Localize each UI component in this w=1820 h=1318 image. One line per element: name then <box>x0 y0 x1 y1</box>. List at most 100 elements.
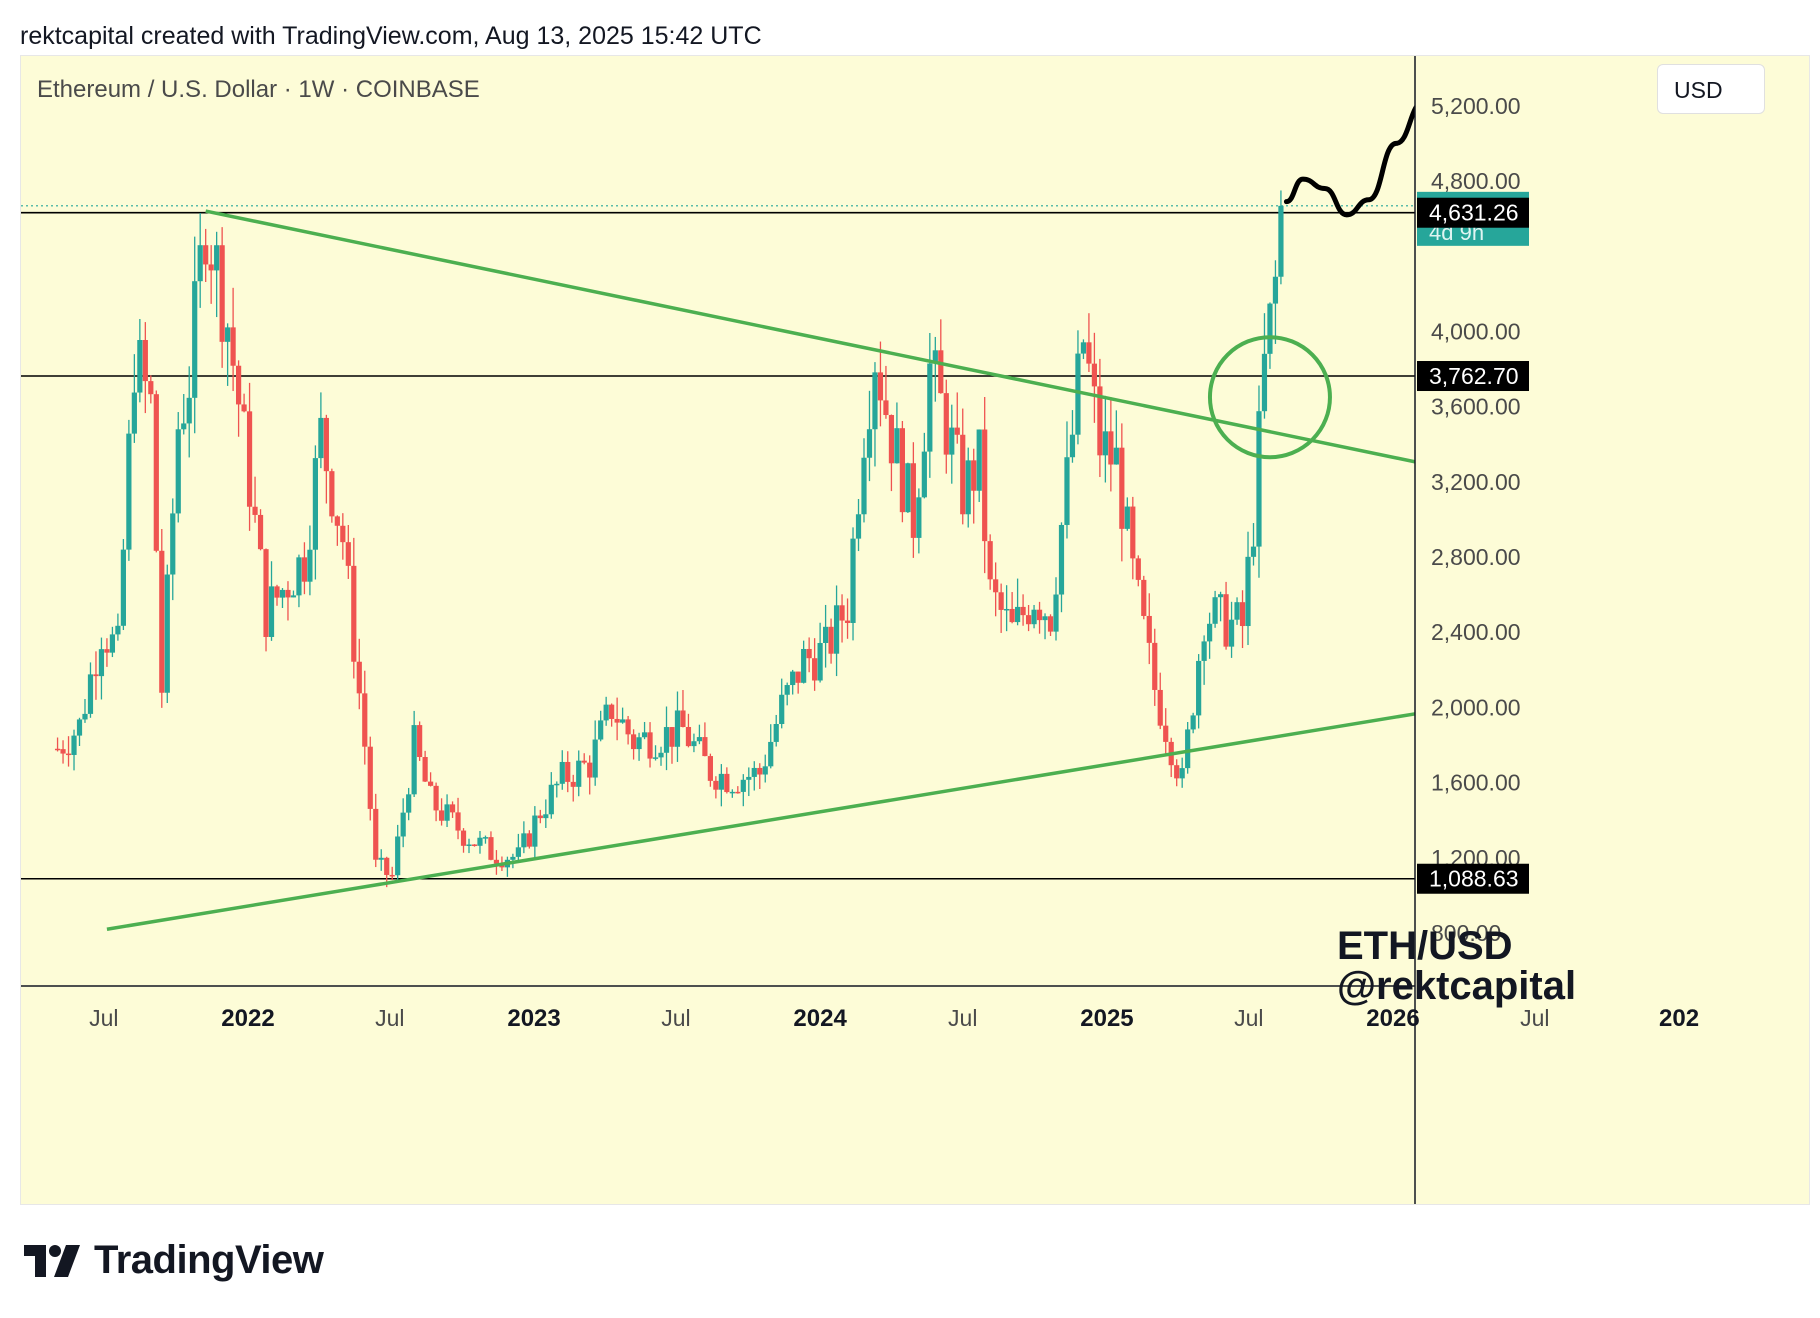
candle-body <box>1124 506 1130 529</box>
candle-up <box>181 394 187 435</box>
candle-body <box>340 525 346 543</box>
price-chart[interactable]: 5,200.00 4,800.00 4,000.00 3,600.00 3,200.00… <box>21 56 1809 1204</box>
candle-body <box>120 549 126 626</box>
candle-up <box>559 750 565 790</box>
candle-down <box>1163 708 1169 756</box>
candle-body <box>1069 434 1076 458</box>
candle-up <box>801 640 807 684</box>
candle-body <box>833 605 840 654</box>
candle-body <box>1141 579 1147 616</box>
candle-body <box>1146 615 1152 643</box>
candle-down <box>208 245 214 304</box>
candle-down <box>153 390 159 553</box>
candle-body <box>109 634 116 653</box>
candle-up <box>636 732 642 761</box>
candle-down <box>433 782 439 822</box>
candle-down <box>630 729 637 760</box>
candle-body <box>850 538 856 623</box>
candle-body <box>1080 342 1087 354</box>
candle-down <box>301 542 308 595</box>
currency-button[interactable]: USD <box>1657 64 1765 114</box>
level-price-label: 3,762.70 <box>1429 363 1519 389</box>
candle-up <box>554 781 560 798</box>
candle-body <box>1179 768 1185 779</box>
chart-panel[interactable]: 5,200.00 4,800.00 4,000.00 3,600.00 3,200.00… <box>20 55 1810 1205</box>
candle-body <box>932 350 938 364</box>
candle-body <box>60 749 66 754</box>
candle-up <box>1102 395 1108 483</box>
candle-body <box>76 719 83 736</box>
candle-down <box>1086 313 1092 373</box>
candle-body <box>620 719 626 723</box>
candle-body <box>537 815 543 819</box>
candle-body <box>609 704 615 719</box>
candle-body <box>982 429 988 542</box>
candle-body <box>888 415 895 464</box>
candle-down <box>609 703 615 727</box>
candle-up <box>1228 601 1235 658</box>
candle-body <box>1047 616 1054 632</box>
candle-down <box>235 360 242 437</box>
candle-up <box>976 429 982 502</box>
y-tick-label: 1,600.00 <box>1431 770 1521 796</box>
candle-up <box>296 554 302 608</box>
candle-up <box>833 585 840 677</box>
candle-up <box>932 336 938 402</box>
candle-body <box>899 428 905 513</box>
candle-body <box>1261 353 1268 412</box>
candle-up <box>214 231 220 318</box>
candle-body <box>1207 623 1213 642</box>
candle-down <box>795 671 801 694</box>
candle-down <box>345 525 351 579</box>
candle-body <box>449 804 456 813</box>
candle-body <box>1042 616 1048 621</box>
candle-body <box>598 720 604 740</box>
tradingview-logo[interactable]: TradingView <box>24 1238 324 1283</box>
candle-down <box>899 421 905 523</box>
candle-body <box>1228 619 1235 647</box>
candle-body <box>1058 524 1065 595</box>
candle-up <box>822 604 829 668</box>
candle-body <box>142 340 148 382</box>
candle-body <box>581 760 587 763</box>
candle-body <box>510 856 516 860</box>
candle-up <box>1042 613 1048 640</box>
candle-body <box>241 404 247 412</box>
candle-body <box>186 397 192 424</box>
candle-up <box>641 721 648 740</box>
x-tick-label: Jul <box>89 1005 118 1031</box>
candle-body <box>246 411 253 507</box>
candle-down <box>334 515 340 546</box>
chart-attribution: rektcapital created with TradingView.com… <box>20 22 762 50</box>
candle-body <box>894 428 900 464</box>
candle-up <box>1190 712 1196 734</box>
watermark-pair: ETH/USD <box>1337 924 1513 968</box>
candle-body <box>877 372 884 401</box>
candle-down <box>844 598 851 639</box>
candle-body <box>751 767 757 777</box>
candle-body <box>872 372 878 430</box>
candle-down <box>54 737 61 752</box>
x-tick-label: 2025 <box>1080 1005 1133 1032</box>
candle-down <box>252 476 258 523</box>
candle-down <box>998 583 1004 633</box>
candle-body <box>883 400 889 416</box>
candle-up <box>861 438 867 523</box>
candle-body <box>126 433 132 550</box>
candle-body <box>828 626 834 654</box>
candle-up <box>768 724 774 769</box>
candle-body <box>707 756 713 781</box>
candle-down <box>828 618 834 664</box>
candle-body <box>345 542 351 566</box>
candle-up <box>515 833 521 863</box>
candle-body <box>268 586 275 637</box>
candle-body <box>356 661 362 694</box>
candle-body <box>181 423 187 430</box>
x-tick-label: 2023 <box>507 1005 560 1032</box>
candle-body <box>543 814 549 819</box>
candle-body <box>987 541 993 580</box>
candle-body <box>411 725 417 795</box>
candle-body <box>1064 457 1070 525</box>
candle-body <box>795 671 801 683</box>
candle-up <box>1212 590 1218 628</box>
